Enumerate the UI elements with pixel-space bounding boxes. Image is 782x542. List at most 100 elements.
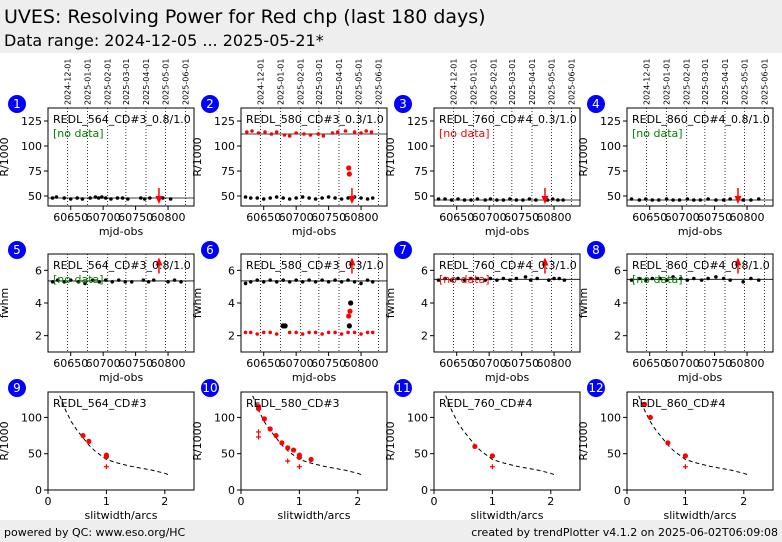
plot-frame [433,391,581,491]
data-point [97,279,102,284]
x-tick-label: 60700 [472,357,507,370]
panel-label: REDL_760_CD#4 [439,397,533,410]
x-tick-label: 2 [161,495,168,508]
data-point [103,454,109,460]
panel-number-badge [201,95,219,113]
data-point [449,278,454,282]
data-point [706,197,710,201]
data-point [256,131,261,135]
y-axis-label: fwhm [577,288,590,318]
data-point [294,330,298,335]
x-tick-label: 60750 [697,357,732,370]
date-tick-label: 2025-04-01 [721,59,730,106]
data-point [294,131,298,135]
date-tick-label: 2025-01-01 [470,59,479,106]
data-point [501,276,506,281]
panel-label: REDL_564_CD#3_0.8/1.0 [53,259,191,272]
x-axis-label: slitwidth/arcs [85,509,158,522]
data-point [302,132,306,136]
x-tick-label: 60800 [344,211,379,224]
x-axis-label: mjd-obs [99,225,144,238]
x-tick-label: 60750 [118,211,153,224]
data-point [641,401,648,407]
data-point [248,196,253,200]
outlier-arrow-head [348,257,356,266]
outlier-arrow-head [541,196,549,204]
plot-panel-10: 100 1 2050100slitwidth/arcsR/1000REDL_580_… [191,379,388,522]
data-point [508,197,512,201]
y-tick-label: 50 [607,448,621,461]
y-axis-label: R/1000 [191,421,204,460]
x-tick-label: 60800 [537,357,572,370]
date-tick-label: 2025-04-01 [528,59,537,106]
data-point [320,196,324,200]
panel-number: 5 [13,243,21,257]
data-point [50,196,55,200]
x-tick-label: 60750 [504,211,539,224]
x-tick-label: 1 [489,495,496,508]
date-tick-label: 2025-02-01 [104,59,113,106]
panel-label: REDL_580_CD#3_0.3/1.0 [246,113,384,126]
y-tick-label: 100 [214,411,235,424]
x-tick-label: 60700 [472,211,507,224]
x-axis-label: mjd-obs [678,225,723,238]
y-tick-label: 4 [228,297,235,310]
x-tick-label: 2 [547,495,554,508]
y-tick-label: 6 [228,264,235,277]
panel-number-badge [8,95,26,113]
data-point [706,276,710,281]
x-tick-label: 1 [103,495,110,508]
plot-frame [47,107,195,207]
x-tick-label: 0 [431,495,438,508]
data-point [248,279,253,284]
y-tick-label: 0 [421,484,428,497]
data-point [647,414,653,421]
data-point [281,196,285,200]
date-tick-label: 2025-02-01 [683,59,692,106]
data-point [330,131,335,135]
data-point [126,197,130,201]
y-tick-label: 75 [28,165,42,178]
no-data-label: [no data] [439,127,490,140]
data-point [483,198,488,202]
plot-panel-2: 2 2024-12-01 2025-01-01 2025-02-01 2025-03-0… [191,59,388,238]
x-tick-label: 60750 [118,357,153,370]
data-point [268,330,273,335]
data-point [313,197,318,201]
data-point [346,165,352,171]
plot-frame [626,391,774,491]
y-axis-label: R/1000 [384,421,397,460]
data-point [313,279,318,284]
panel-label: REDL_860_CD#4_0.8/1.0 [632,113,770,126]
data-point [261,330,266,335]
panel-label: REDL_860_CD#4 [632,397,726,410]
x-tick-label: 60800 [537,211,572,224]
data-point [469,276,473,281]
y-axis-label: fwhm [384,288,397,318]
data-point [472,443,478,450]
data-point [290,447,297,453]
x-tick-label: 60650 [632,357,667,370]
date-tick-label: 2025-03-01 [122,59,131,106]
panel-number-badge [587,95,605,113]
data-point [62,196,67,200]
data-point [93,195,98,199]
y-tick-label: 100 [407,140,428,153]
data-point [521,198,525,202]
plot-panel-4: 4 2024-12-01 2025-01-01 2025-02-01 2025-03-0… [577,59,774,238]
y-tick-label: 4 [614,297,621,310]
data-point [267,426,273,432]
data-point [326,279,331,284]
x-tick-label: 60650 [439,211,474,224]
date-tick-label: 2025-06-01 [375,59,384,106]
x-tick-label: 60650 [53,357,88,370]
data-point [88,196,92,200]
data-point [346,171,352,177]
x-axis-label: mjd-obs [99,371,144,384]
data-point [658,276,662,281]
fit-curve [445,395,557,476]
date-tick-label: 2025-01-01 [277,59,286,106]
y-tick-label: 0 [228,484,235,497]
data-point [339,279,344,284]
